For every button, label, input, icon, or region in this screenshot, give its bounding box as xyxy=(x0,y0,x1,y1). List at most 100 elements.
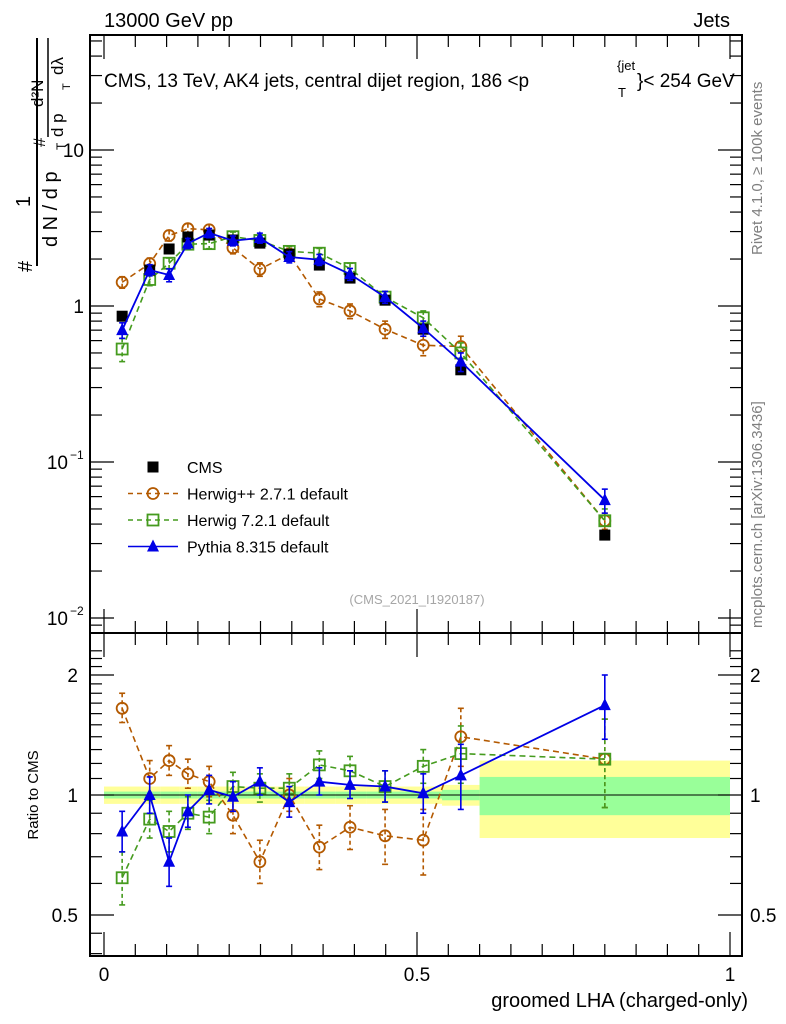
legend-label: Pythia 8.315 default xyxy=(187,540,329,557)
ylabel-denominator-sub: T xyxy=(54,142,68,150)
data-point xyxy=(115,275,129,289)
data-point xyxy=(226,233,239,246)
data-point xyxy=(163,243,175,255)
ratio-point xyxy=(115,701,129,715)
ylabel-num-hash: # xyxy=(30,137,49,147)
ratio-y-tick-label-right: 1 xyxy=(750,786,761,807)
data-point xyxy=(181,236,194,249)
y-tick-label: 1 xyxy=(73,297,84,318)
ratio-panel-frame xyxy=(89,632,743,957)
data-point xyxy=(417,321,430,334)
data-point xyxy=(143,263,156,276)
y-tick-label-exponent: −1 xyxy=(70,448,84,462)
data-point xyxy=(598,493,611,506)
data-point xyxy=(162,229,176,242)
ratio-point xyxy=(454,768,467,781)
data-point xyxy=(344,267,357,280)
ylabel-num-bottom: d p xyxy=(48,113,67,137)
ratio-point xyxy=(226,789,239,802)
series-line xyxy=(121,227,606,522)
ratio-y-tick-label: 2 xyxy=(67,666,78,687)
series-pythia-8-315-default xyxy=(116,225,611,514)
ratio-point xyxy=(162,754,176,767)
legend-item: Herwig++ 2.7.1 default xyxy=(128,487,349,504)
legend-marker xyxy=(146,487,160,500)
ratio-point xyxy=(313,774,326,787)
ratio-point xyxy=(417,786,430,799)
legend-item: CMS xyxy=(147,460,223,477)
main-y-axis-label: # 1 d N / d p T # d²N d p T dλ xyxy=(13,38,73,272)
legend-marker xyxy=(147,461,159,473)
ratio-line xyxy=(121,708,605,864)
ratio-y-tick-label: 1 xyxy=(67,786,78,807)
ratio-point xyxy=(143,788,156,800)
ylabel-one: 1 xyxy=(13,196,35,207)
data-point xyxy=(283,250,296,263)
data-point xyxy=(116,323,129,336)
header-left-label: 13000 GeV pp xyxy=(104,10,233,32)
data-point xyxy=(379,290,392,303)
legend-label: Herwig++ 2.7.1 default xyxy=(187,487,349,504)
ylabel-num-top: d²N xyxy=(28,80,47,107)
series-line xyxy=(121,235,606,522)
ratio-point xyxy=(116,824,129,837)
legend-marker xyxy=(147,539,159,552)
x-tick-label: 1 xyxy=(725,965,736,986)
data-point xyxy=(253,262,267,276)
data-point xyxy=(598,514,612,528)
title-post: }< 254 GeV xyxy=(637,71,735,92)
ylabel-num-bottom-sub: T xyxy=(61,83,73,90)
ratio-point xyxy=(115,871,129,885)
data-point xyxy=(599,529,611,541)
y-tick-label-exponent: −2 xyxy=(70,604,84,618)
ratio-point xyxy=(162,825,176,838)
series-line xyxy=(121,231,606,501)
rivet-label: Rivet 4.1.0, ≥ 100k events xyxy=(749,82,766,255)
ratio-point xyxy=(253,855,267,869)
header-right-label: Jets xyxy=(693,10,730,32)
y-tick-label: 10 xyxy=(63,141,84,162)
main-series-layer xyxy=(115,222,612,541)
legend-marker xyxy=(146,513,160,527)
ratio-y-axis-label: Ratio to CMS xyxy=(25,750,42,839)
ratio-point xyxy=(379,779,392,792)
ratio-point xyxy=(181,767,195,781)
ylabel-dlambda: dλ xyxy=(48,57,67,75)
data-point xyxy=(454,354,467,367)
ratio-point xyxy=(598,752,612,766)
ratio-point xyxy=(343,820,357,834)
ratio-point xyxy=(283,795,296,808)
title-subscript: T xyxy=(618,85,626,100)
ratio-y-tick-label-right: 2 xyxy=(750,666,761,687)
ratio-uncertainty-bands xyxy=(104,760,730,839)
title-superscript: {jet xyxy=(617,58,635,73)
ratio-point xyxy=(312,840,326,854)
legend-item: Herwig 7.2.1 default xyxy=(128,513,330,530)
data-point xyxy=(253,230,266,243)
ratio-point xyxy=(598,698,611,711)
data-point xyxy=(313,252,326,265)
ratio-point xyxy=(416,833,430,847)
series-herwig-2-7-1-default xyxy=(115,222,612,531)
data-point xyxy=(343,304,357,318)
x-tick-label: 0.5 xyxy=(404,965,430,986)
title-pre: CMS, 13 TeV, AK4 jets, central dijet reg… xyxy=(104,71,529,92)
legend-label: Herwig 7.2.1 default xyxy=(187,513,330,530)
data-point xyxy=(312,292,326,306)
ratio-point xyxy=(344,777,357,790)
ratio-point xyxy=(203,782,216,795)
mcplots-label: mcplots.cern.ch [arXiv:1306.3436] xyxy=(749,401,766,628)
legend-item: Pythia 8.315 default xyxy=(128,539,329,557)
x-axis-label: groomed LHA (charged-only) xyxy=(491,990,748,1012)
x-tick-label: 0 xyxy=(99,965,110,986)
x-axis: 0 0.5 1 xyxy=(99,633,736,986)
ratio-point xyxy=(163,854,176,867)
data-point xyxy=(378,322,392,336)
ratio-y-tick-label-right: 0.5 xyxy=(750,906,776,927)
data-point xyxy=(416,338,430,352)
ylabel-denominator: d N / d p xyxy=(40,171,62,247)
ratio-series-pythia-8-315-default xyxy=(116,674,611,888)
ratio-series-layer xyxy=(115,674,612,906)
y-tick-label: 10 xyxy=(47,609,68,630)
